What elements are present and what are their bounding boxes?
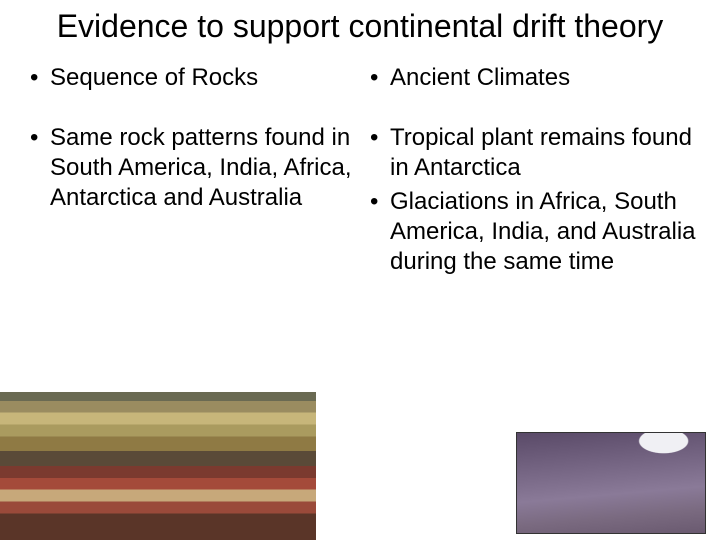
left-point-0: Same rock patterns found in South Americ…: [24, 123, 356, 213]
right-heading-item: Ancient Climates: [364, 63, 696, 93]
two-column-layout: Sequence of Rocks Same rock patterns fou…: [24, 63, 696, 281]
rock-strata-image: [0, 392, 316, 540]
left-column: Sequence of Rocks Same rock patterns fou…: [24, 63, 356, 281]
right-body-list: Tropical plant remains found in Antarcti…: [364, 123, 696, 277]
left-heading-item: Sequence of Rocks: [24, 63, 356, 93]
right-heading-list: Ancient Climates: [364, 63, 696, 93]
left-body-list: Same rock patterns found in South Americ…: [24, 123, 356, 213]
right-column: Ancient Climates Tropical plant remains …: [364, 63, 696, 281]
left-heading-list: Sequence of Rocks: [24, 63, 356, 93]
slide-title: Evidence to support continental drift th…: [24, 8, 696, 45]
glacial-rock-image: [516, 432, 706, 534]
right-point-0: Tropical plant remains found in Antarcti…: [364, 123, 696, 183]
right-point-1: Glaciations in Africa, South America, In…: [364, 187, 696, 277]
